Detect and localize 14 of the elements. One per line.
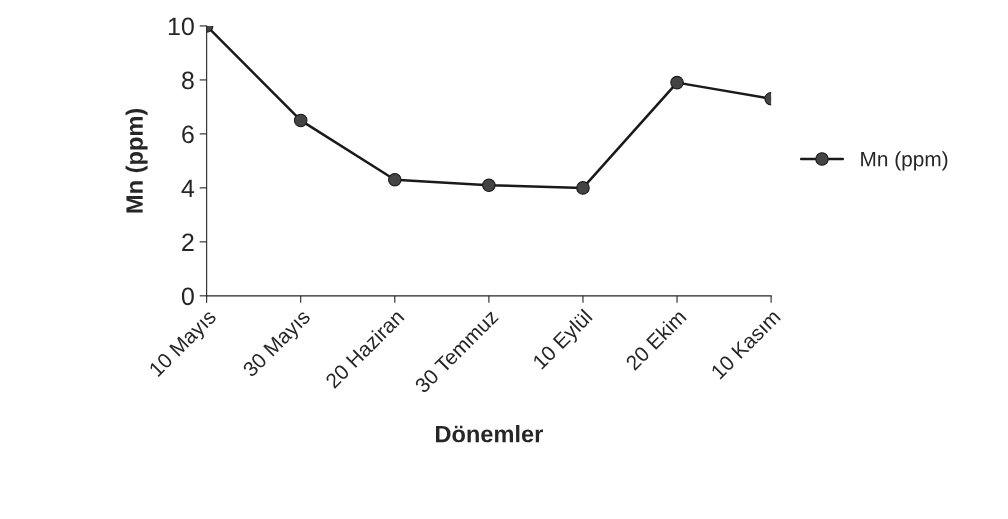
legend-label: Mn (ppm) (861, 151, 948, 171)
y-tick-label: 10 (168, 17, 194, 36)
y-tick-label: 8 (182, 71, 194, 90)
point (482, 178, 496, 192)
y-axis-title: Mn (ppm) (125, 108, 148, 213)
point (293, 113, 308, 128)
x-axis-title: Dönemler (436, 425, 543, 443)
y-tick-label: 6 (182, 125, 194, 144)
point (576, 181, 590, 195)
y-tick-label: 2 (182, 233, 194, 251)
y-tick-label: 0 (181, 287, 194, 306)
y-tick-label: 4 (181, 179, 195, 197)
point (670, 75, 684, 90)
point (388, 173, 402, 187)
